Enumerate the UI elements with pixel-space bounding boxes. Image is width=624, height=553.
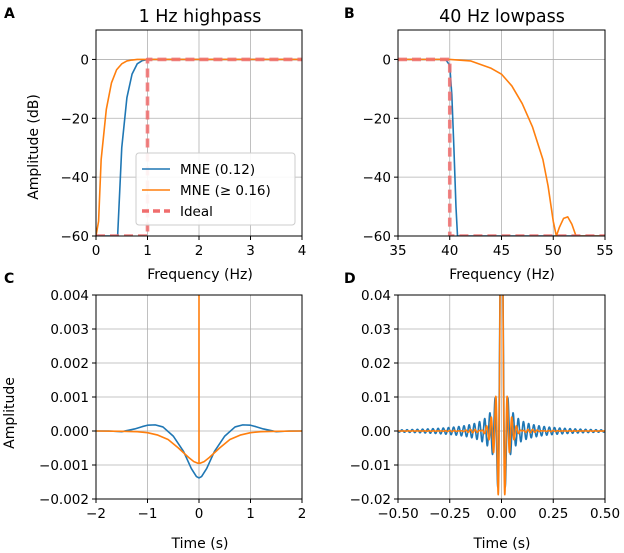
y-tick-label: 0.002 [50, 356, 89, 372]
y-axis-label: Amplitude [2, 377, 18, 449]
x-tick-label: 0 [195, 506, 204, 522]
y-tick-label: −40 [61, 170, 90, 186]
x-tick-label: 2 [298, 506, 307, 522]
series-line-mne-0-16 [398, 295, 605, 496]
plot-area [96, 295, 302, 479]
y-axis-ticks: 0 −20 −40 −60 [363, 52, 398, 245]
y-tick-label: −20 [61, 111, 90, 127]
x-tick-label: 1 [143, 243, 152, 259]
x-tick-label: 50 [545, 243, 562, 259]
series-line-mne-0-16 [96, 58, 302, 236]
panel-c-highpass-impulse: C −2 −1 0 1 2 0.004 0.003 0.002 0.001 0.000 −0.00… [2, 271, 306, 552]
y-tick-label: 0.000 [50, 424, 89, 440]
y-tick-label: 0 [382, 52, 391, 68]
x-tick-label: 1 [246, 506, 255, 522]
plot-area [398, 295, 605, 496]
legend-label-mne-012: MNE (0.12) [180, 162, 255, 178]
x-axis-ticks: −2 −1 0 1 2 [86, 499, 306, 522]
x-tick-label: −0.25 [429, 506, 470, 522]
y-axis-label: Amplitude (dB) [26, 94, 42, 200]
panel-letter: B [344, 6, 355, 22]
panel-a-highpass: A 1 Hz highpass 0 1 2 3 4 0 −20 −40 −60 Frequen… [4, 6, 306, 283]
x-axis-label: Time (s) [473, 536, 531, 552]
y-tick-label: −40 [363, 170, 392, 186]
y-tick-label: −60 [61, 229, 90, 245]
y-axis-ticks: 0.04 0.03 0.02 0.01 0.00 −0.01 −0.02 [350, 288, 398, 508]
x-tick-label: 55 [596, 243, 613, 259]
x-tick-label: 35 [389, 243, 406, 259]
panel-d-lowpass-impulse: D −0.50 −0.25 0.00 0.25 0.50 0.040.030.020.0… [344, 271, 620, 552]
x-axis-label: Frequency (Hz) [449, 267, 555, 283]
x-tick-label: 40 [441, 243, 458, 259]
y-tick-label: 0.02 [361, 356, 391, 372]
panel-b-lowpass: B 40 Hz lowpass 35 40 45 50 55 0 −20 −40 −60 Fr… [344, 6, 614, 283]
panel-letter: D [344, 271, 356, 287]
x-axis-ticks: 0 1 2 3 4 [92, 236, 307, 259]
legend: MNE (0.12) MNE (≥ 0.16) Ideal [135, 152, 296, 226]
y-tick-label: −60 [363, 229, 392, 245]
legend-label-mne-016: MNE (≥ 0.16) [180, 183, 271, 199]
x-tick-label: 0.00 [486, 506, 516, 522]
x-tick-label: 45 [493, 243, 510, 259]
x-tick-label: 0.50 [590, 506, 620, 522]
series-line-mne-0-12 [96, 424, 302, 479]
x-tick-label: 4 [298, 243, 307, 259]
x-axis-label: Time (s) [171, 536, 229, 552]
x-tick-label: 0.25 [538, 506, 568, 522]
x-axis-ticks: 35 40 45 50 55 [389, 236, 614, 259]
y-axis-ticks: 0 −20 −40 −60 [61, 52, 96, 245]
y-tick-label: −0.01 [350, 458, 391, 474]
y-tick-label: −20 [363, 111, 392, 127]
x-axis-label: Frequency (Hz) [147, 267, 253, 283]
series-line-ideal [398, 57, 605, 236]
x-tick-label: −2 [86, 506, 106, 522]
y-tick-label: −0.001 [39, 458, 89, 474]
y-tick-label: 0 [80, 52, 89, 68]
panel-letter: A [4, 6, 15, 22]
chart-title: 1 Hz highpass [139, 7, 262, 27]
y-tick-label: 0.001 [50, 390, 89, 406]
series-line-mne-0-16 [398, 58, 605, 236]
x-tick-label: −1 [138, 506, 158, 522]
x-tick-label: −0.50 [377, 506, 418, 522]
panel-letter: C [4, 271, 14, 287]
x-axis-ticks: −0.50 −0.25 0.00 0.25 0.50 [377, 499, 620, 522]
x-tick-label: 2 [195, 243, 204, 259]
legend-label-ideal: Ideal [180, 204, 213, 220]
y-tick-label: −0.02 [350, 492, 391, 508]
y-tick-label: −0.002 [39, 492, 89, 508]
y-tick-label: 0.003 [50, 322, 89, 338]
series-line-mne-0-16 [96, 295, 302, 465]
legend-box [135, 152, 296, 226]
series-line-mne-0-12 [398, 295, 605, 488]
y-tick-label: 0.01 [361, 390, 391, 406]
plot-area [398, 57, 605, 236]
plot-area [96, 57, 302, 236]
x-tick-label: 0 [92, 243, 101, 259]
chart-title: 40 Hz lowpass [439, 7, 565, 27]
y-tick-label: 0.004 [50, 288, 89, 304]
y-tick-label: 0.04 [361, 288, 391, 304]
y-tick-label: 0.03 [361, 322, 391, 338]
y-axis-ticks: 0.004 0.003 0.002 0.001 0.000 −0.001 −0.002 [39, 288, 96, 508]
x-tick-label: 3 [246, 243, 255, 259]
y-tick-label: 0.00 [361, 424, 391, 440]
